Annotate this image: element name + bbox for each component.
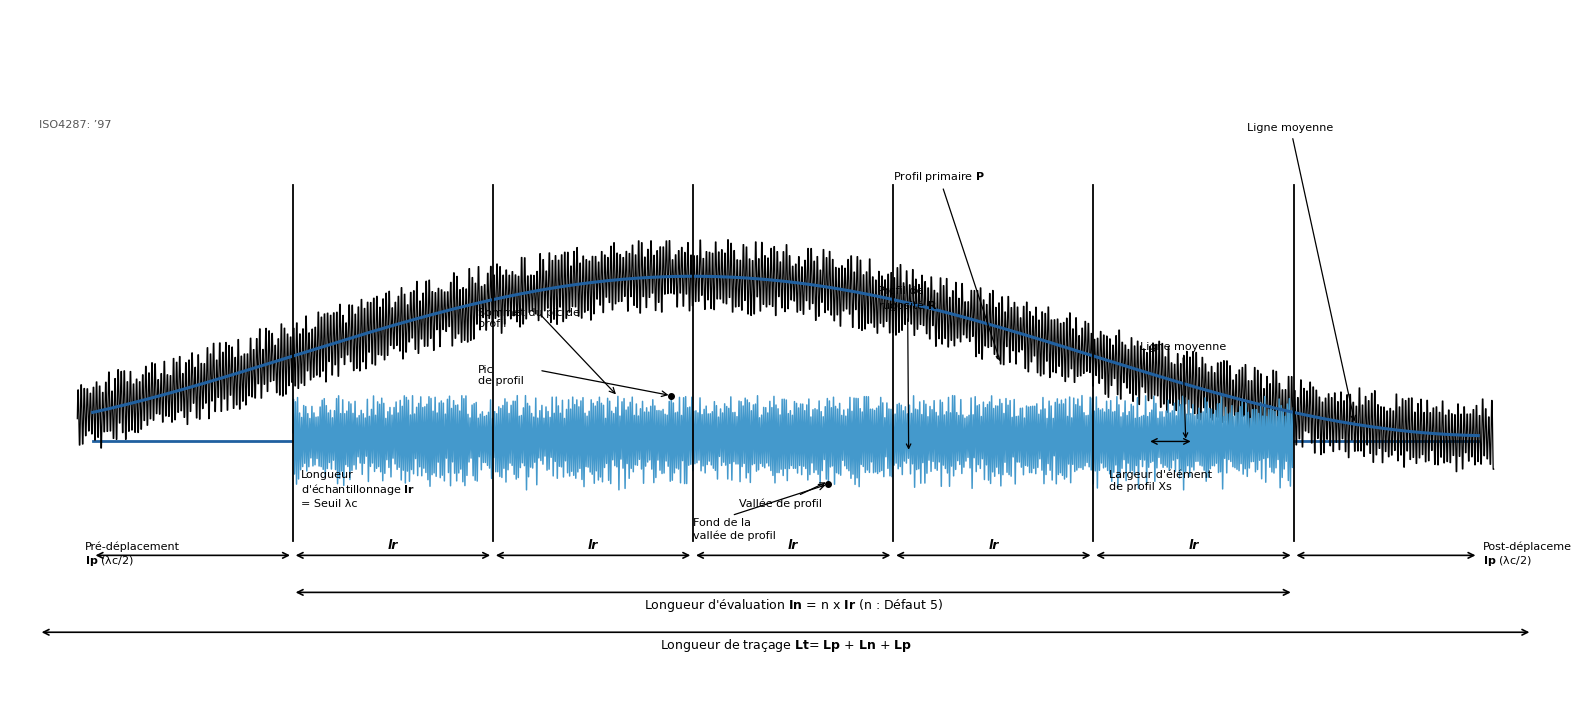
Text: Longueur d'évaluation $\mathbf{In}$ = n x $\mathbf{Ir}$ (n : Défaut 5): Longueur d'évaluation $\mathbf{In}$ = n … bbox=[644, 597, 943, 614]
Text: lr: lr bbox=[1188, 539, 1199, 552]
Text: lr: lr bbox=[789, 539, 798, 552]
Text: Ligne moyenne: Ligne moyenne bbox=[1139, 342, 1225, 437]
Text: Ligne moyenne: Ligne moyenne bbox=[1247, 123, 1356, 420]
Text: lr: lr bbox=[588, 539, 599, 552]
Text: Longueur d’échantillonnage et longueur d’évaluation: Longueur d’échantillonnage et longueur d… bbox=[415, 28, 1156, 58]
Text: Post-déplacement
$\mathbf{Ip}$ (λc/2): Post-déplacement $\mathbf{Ip}$ (λc/2) bbox=[1483, 541, 1571, 567]
Text: Profil primaire $\mathbf{P}$: Profil primaire $\mathbf{P}$ bbox=[894, 169, 1001, 360]
Text: Profil de
rugosité $\mathbf{R}$: Profil de rugosité $\mathbf{R}$ bbox=[878, 286, 938, 449]
Text: ISO4287: ’97: ISO4287: ’97 bbox=[39, 120, 112, 130]
Text: lr: lr bbox=[988, 539, 999, 552]
Text: Fond de la
vallée de profil: Fond de la vallée de profil bbox=[693, 518, 776, 540]
Text: Sommet du pic de
profil: Sommet du pic de profil bbox=[478, 308, 580, 329]
Text: Largeur d'élément
de profil Xs: Largeur d'élément de profil Xs bbox=[1109, 470, 1211, 492]
Text: Vallée de profil: Vallée de profil bbox=[740, 483, 825, 509]
Text: Longueur
d'échantillonnage $\mathbf{Ir}$
= Seuil λc: Longueur d'échantillonnage $\mathbf{Ir}$… bbox=[300, 470, 415, 508]
Text: Pic
de profil: Pic de profil bbox=[478, 365, 523, 386]
Text: Longueur de traçage $\mathbf{Lt}$= $\mathbf{Lp}$ + $\mathbf{Ln}$ + $\mathbf{Lp}$: Longueur de traçage $\mathbf{Lt}$= $\mat… bbox=[660, 637, 911, 654]
Text: lr: lr bbox=[388, 539, 397, 552]
Text: Pré-déplacement
$\mathbf{Ip}$ (λc/2): Pré-déplacement $\mathbf{Ip}$ (λc/2) bbox=[85, 541, 181, 567]
